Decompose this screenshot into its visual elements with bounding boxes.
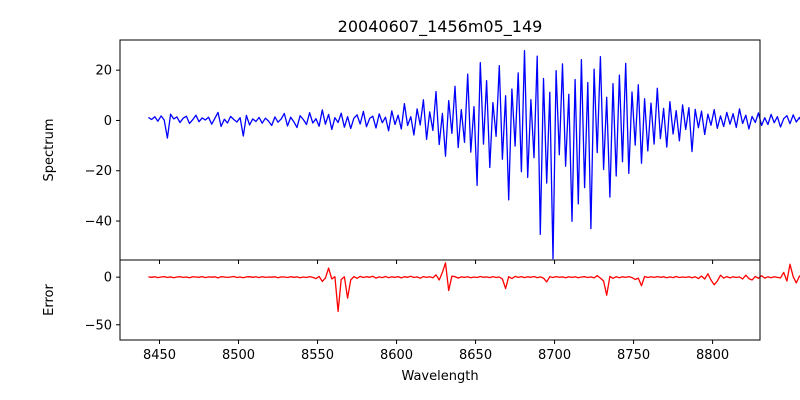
x-tick-label: 8650	[459, 348, 492, 363]
chart-title: 20040607_1456m05_149	[338, 17, 543, 37]
x-tick-label: 8750	[617, 348, 650, 363]
spectrum-y-tick-label: 0	[104, 114, 112, 129]
error-plot-area	[148, 262, 800, 313]
spectrum-y-label: Spectrum	[42, 119, 57, 182]
x-tick-label: 8450	[143, 348, 176, 363]
x-tick-label: 8800	[696, 348, 729, 363]
x-tick-label: 8550	[301, 348, 334, 363]
x-tick-label: 8700	[538, 348, 571, 363]
error-series-line	[148, 262, 800, 313]
error-y-axis: 0 −50	[85, 271, 120, 333]
x-tick-label: 8500	[222, 348, 255, 363]
spectrum-panel: 20 0 −20 −40 Spectrum	[42, 39, 800, 264]
x-axis: 8450 8500 8550 8600 8650 8700 8750 8800	[143, 340, 729, 363]
spectrum-y-tick-label: −20	[85, 164, 112, 179]
spectrum-frame	[119, 39, 761, 261]
spectrum-y-tick-label: −40	[85, 215, 112, 230]
spectrum-plot-area	[148, 49, 800, 260]
error-y-label: Error	[42, 284, 57, 316]
x-tick-label: 8600	[380, 348, 413, 363]
error-y-tick-label: 0	[104, 271, 112, 286]
error-frame	[119, 259, 761, 341]
spectrum-series-line	[148, 49, 800, 260]
spectrum-y-axis: 20 0 −20 −40	[85, 64, 714, 264]
spectrum-y-tick-label: 20	[95, 64, 112, 79]
error-panel: 0 −50 8450 8500 8550 8600 8650 8700 8750 8800 Er…	[42, 259, 800, 384]
error-y-tick-label: −50	[85, 318, 112, 333]
x-axis-label: Wavelength	[401, 369, 478, 384]
